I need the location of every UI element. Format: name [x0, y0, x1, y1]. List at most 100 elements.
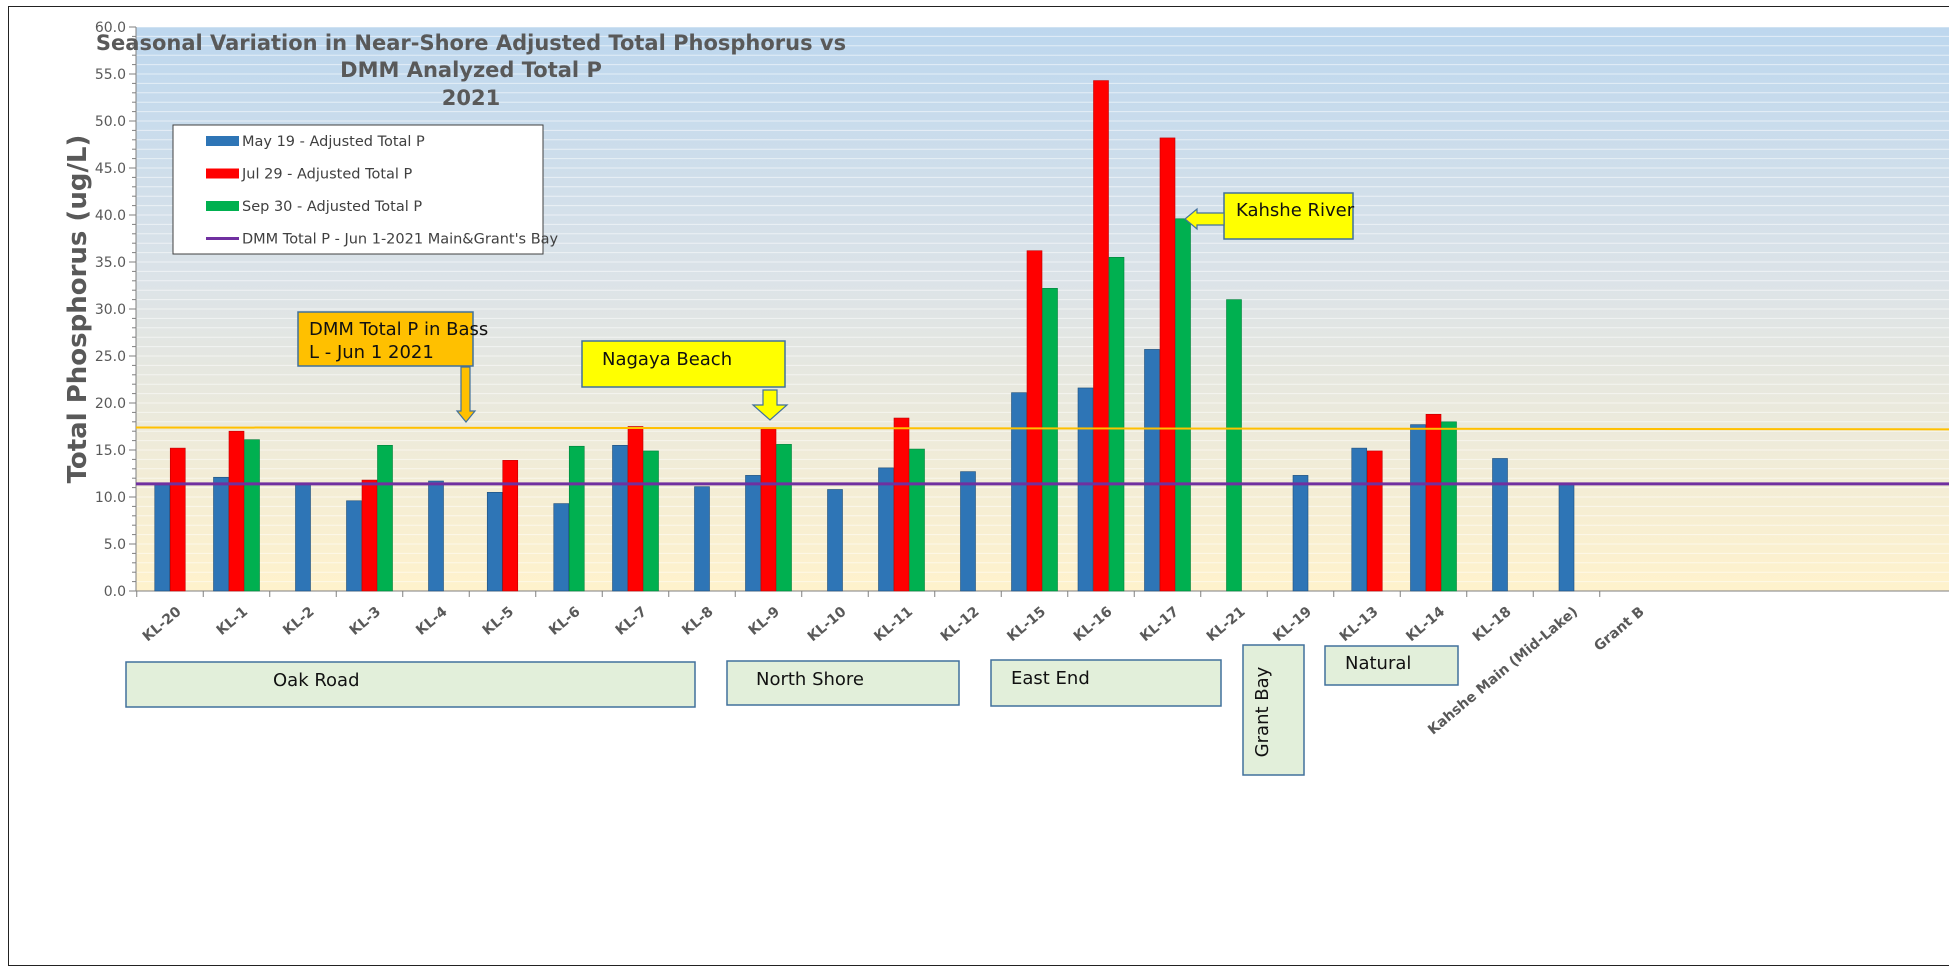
x-tick-label: KL-15 — [1004, 604, 1049, 645]
nagaya-callout-box — [581, 340, 786, 388]
bar-KL-18-0 — [1492, 458, 1508, 592]
bar-KL-16-1 — [1093, 80, 1109, 592]
bar-KL-15-1 — [1026, 250, 1043, 592]
bar-KL-15-0 — [1011, 392, 1027, 592]
x-tick-label: KL-19 — [1270, 604, 1315, 645]
x-tick-label: KL-21 — [1204, 604, 1249, 645]
bar-KL-17-0 — [1144, 349, 1160, 592]
bass-arrow — [455, 366, 477, 423]
bar-KL-3-1 — [361, 479, 378, 592]
bass-callout-box — [297, 311, 474, 367]
x-tick-label: KL-18 — [1470, 604, 1515, 645]
chart-title-line: 2021 — [442, 86, 500, 110]
x-tick-label: KL-4 — [413, 604, 451, 639]
x-tick-label: KL-10 — [805, 604, 850, 645]
y-tick-label: 10.0 — [95, 490, 126, 506]
group-label: Oak Road — [273, 670, 360, 691]
x-tick-label: KL-13 — [1337, 604, 1382, 645]
reference-lines — [135, 426, 1949, 486]
legend: May 19 - Adjusted Total P Jul 29 - Adjust… — [172, 124, 559, 255]
group-label: Grant Bay — [1252, 666, 1273, 757]
x-tick-label: KL-2 — [280, 604, 317, 639]
legend-label: Jul 29 - Adjusted Total P — [241, 167, 413, 183]
group-box — [125, 661, 696, 708]
bar-KL-7-1 — [627, 426, 644, 592]
group-box — [1242, 644, 1305, 776]
group-label: North Shore — [756, 669, 864, 690]
kahshe-arrow — [1184, 207, 1225, 231]
bar-KL-21-2 — [1226, 299, 1242, 592]
y-tick-label: 20.0 — [95, 396, 126, 412]
bar-KL-11-0 — [878, 467, 894, 592]
group-box — [726, 660, 960, 706]
bar-KL-3-0 — [346, 500, 362, 592]
group-boxes: Oak Road North Shore East End Grant Bay Natu… — [125, 644, 1459, 776]
bar-KL-13-1 — [1366, 450, 1383, 592]
legend-swatch — [206, 136, 239, 146]
y-tick-label: 50.0 — [95, 114, 126, 130]
group-box — [1324, 645, 1459, 686]
y-tick-label: 40.0 — [95, 208, 126, 224]
bars — [154, 80, 1575, 592]
x-tick-label: KL-3 — [347, 604, 384, 639]
bar-KL-17-2 — [1175, 218, 1191, 592]
bar-chart: 0.0 5.0 10.0 15.0 20.0 25.0 30.0 35.0 40.0 45.0 50… — [63, 20, 1949, 776]
x-tick-label: Grant B — [1591, 604, 1647, 655]
bar-KL-1-1 — [228, 430, 245, 592]
x-tick-label: KL-9 — [746, 604, 783, 639]
x-tick-label: KL-7 — [613, 604, 650, 639]
group-box — [990, 659, 1222, 707]
x-tick-label: KL-17 — [1137, 604, 1182, 645]
bar-KL-2-0 — [295, 483, 311, 592]
y-tick-label: 0.0 — [104, 584, 126, 600]
x-tick-label: KL-14 — [1403, 604, 1448, 645]
bar-KL-14-0 — [1410, 424, 1426, 592]
bass-callout-text: DMM Total P in Bass — [309, 319, 488, 340]
bar-KL-16-0 — [1077, 387, 1094, 592]
chart-title-line: DMM Analyzed Total P — [340, 58, 602, 82]
nagaya-arrow — [751, 389, 789, 421]
y-tick-label: 30.0 — [95, 302, 126, 318]
bar-KL-5-0 — [486, 491, 503, 592]
bar-KL-20-1 — [169, 447, 186, 592]
bass-lake-line — [135, 426, 1949, 431]
bar-KL-14-1 — [1425, 413, 1442, 592]
y-tick-label: 15.0 — [95, 443, 126, 459]
bar-KL-3-2 — [377, 444, 393, 592]
bar-KL-9-0 — [745, 475, 761, 592]
group-label: Natural — [1345, 653, 1411, 674]
y-tick-label: 35.0 — [95, 255, 126, 271]
x-tick-label: KL-1 — [214, 604, 251, 639]
x-tick-label: KL-20 — [140, 604, 185, 645]
bar-KL-10-0 — [827, 489, 843, 592]
bar-KL-4-0 — [428, 480, 444, 592]
bar-KL-19-0 — [1292, 475, 1309, 592]
legend-swatch — [206, 201, 239, 211]
bar-KL-13-0 — [1351, 447, 1368, 592]
bass-callout-text: L - Jun 1 2021 — [309, 342, 434, 363]
bar-KL-11-1 — [893, 417, 910, 592]
legend-label: Sep 30 - Adjusted Total P — [242, 199, 422, 215]
bar-KL-8-0 — [694, 486, 710, 592]
y-axis-label: Total Phosphorus (ug/L) — [63, 135, 93, 484]
x-tick-label: KL-8 — [679, 604, 716, 639]
bar-KL-16-2 — [1108, 256, 1125, 592]
nagaya-callout-text: Nagaya Beach — [602, 349, 732, 370]
x-tick-label: KL-5 — [480, 604, 517, 639]
bar-KL-14-2 — [1441, 421, 1457, 592]
bar-KL-1-0 — [213, 476, 229, 592]
y-tick-label: 55.0 — [95, 67, 126, 83]
bar-Kahshe Main (Mid-Lake)-0 — [1558, 483, 1575, 592]
x-tick-label: KL-12 — [938, 604, 983, 645]
legend-label: DMM Total P - Jun 1-2021 Main&Grant's Ba… — [242, 232, 559, 248]
bar-KL-1-2 — [244, 439, 260, 592]
bar-KL-6-0 — [553, 503, 570, 592]
y-tick-label: 60.0 — [95, 20, 126, 36]
legend-swatch — [206, 168, 239, 179]
chart-title-line: Seasonal Variation in Near-Shore Adjuste… — [96, 31, 846, 55]
bar-KL-11-2 — [909, 448, 925, 592]
bar-KL-5-1 — [502, 460, 519, 592]
bar-KL-9-2 — [776, 444, 792, 592]
y-tick-label: 45.0 — [95, 161, 126, 177]
